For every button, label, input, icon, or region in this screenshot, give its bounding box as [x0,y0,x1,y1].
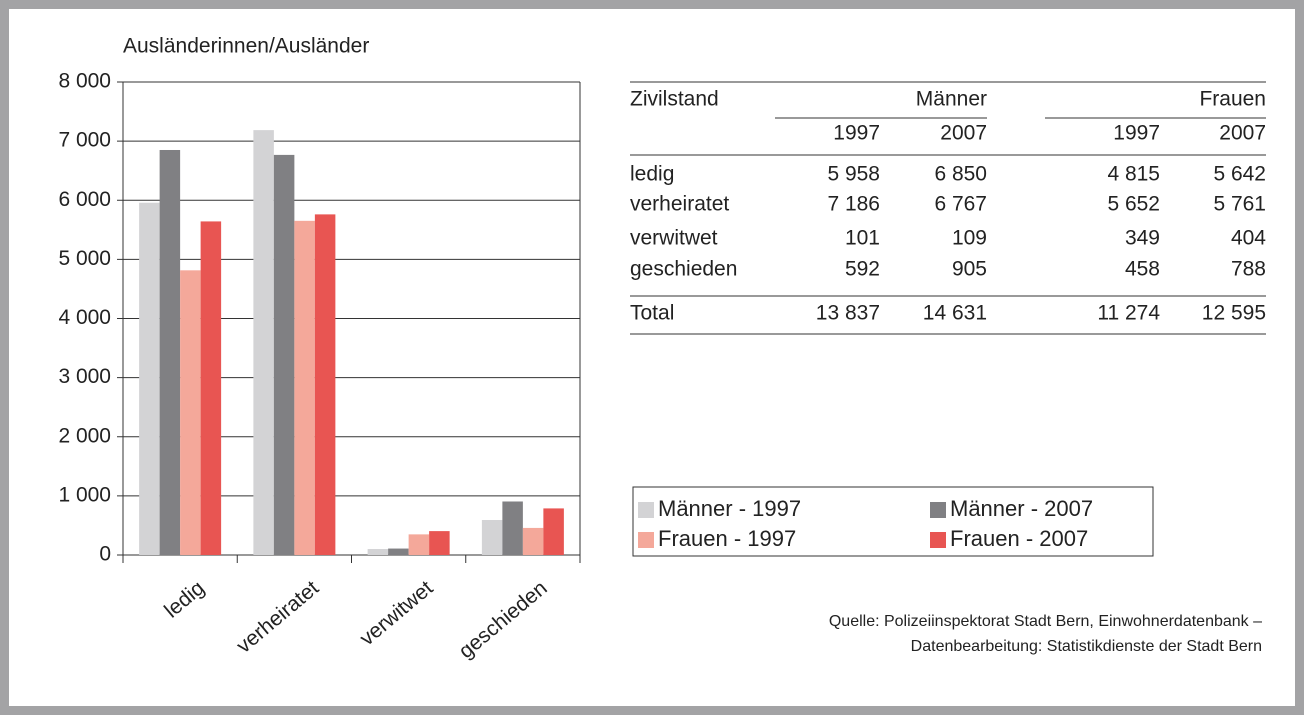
table-cell: 5 652 [1107,193,1160,216]
y-tick-label: 2 000 [58,424,111,447]
table-cell: 5 958 [827,163,880,186]
table-cell: 458 [1125,258,1160,281]
bar [180,270,201,555]
table-cell: 5 761 [1213,193,1266,216]
bar [367,549,389,555]
y-tick-label: 8 000 [58,70,111,93]
table-cell: verheiratet [630,193,729,216]
legend-swatch [638,502,654,518]
y-tick-label: 1 000 [58,483,111,506]
bar [522,527,544,555]
bar [408,534,430,555]
table-total: 11 274 [1097,302,1160,325]
table-year: 2007 [1219,122,1266,145]
table-year: 2007 [940,122,987,145]
legend-label: Männer - 1997 [658,496,801,521]
bar [481,519,503,555]
table-cell: verwitwet [630,227,718,250]
y-tick-label: 3 000 [58,365,111,388]
y-tick-label: 0 [99,543,111,566]
panel [9,9,1295,706]
table-cell: geschieden [630,258,737,281]
table-cell: 4 815 [1107,163,1160,186]
y-tick-label: 4 000 [58,306,111,329]
y-tick-label: 6 000 [58,188,111,211]
table-year: 1997 [1113,122,1160,145]
table-cell: 101 [845,227,880,250]
bar [139,202,160,555]
axis-title: Ausländerinnen/Ausländer [123,35,369,58]
bar [388,548,409,555]
bar [314,214,336,556]
table-cell: 7 186 [827,193,880,216]
legend-label: Frauen - 2007 [950,526,1088,551]
table-cell: 6 767 [934,193,987,216]
bar [200,221,222,555]
bar [294,220,315,555]
table-header: Zivilstand [630,88,719,111]
y-tick-label: 5 000 [58,247,111,270]
legend-swatch [638,532,654,548]
table-year: 1997 [833,122,880,145]
table-total: 14 631 [923,302,987,325]
legend-box [632,486,1154,557]
table-total: Total [630,302,674,325]
table-cell: 349 [1125,227,1160,250]
table-total: 12 595 [1202,302,1266,325]
table-cell: 905 [952,258,987,281]
bar [159,149,181,555]
table-total: 13 837 [816,302,880,325]
table-cell: 5 642 [1213,163,1266,186]
legend-label: Frauen - 1997 [658,526,796,551]
bar [253,130,274,555]
table-cell: 404 [1231,227,1266,250]
table-cell: 109 [952,227,987,250]
legend-label: Männer - 2007 [950,496,1093,521]
table-header: Männer [916,88,987,111]
legend-swatch [930,502,946,518]
table-cell: 6 850 [934,163,987,186]
bar [502,501,523,555]
table-cell: 592 [845,258,880,281]
bar [273,154,295,555]
table-cell: ledig [630,163,674,186]
bar [543,508,564,555]
bar [429,531,450,555]
source-note: Datenbearbeitung: Statistikdienste der S… [911,638,1262,655]
legend-swatch [930,532,946,548]
y-tick-label: 7 000 [58,129,111,152]
table-header: Frauen [1199,88,1266,111]
source-note: Quelle: Polizeiinspektorat Stadt Bern, E… [829,613,1262,630]
table-cell: 788 [1231,258,1266,281]
